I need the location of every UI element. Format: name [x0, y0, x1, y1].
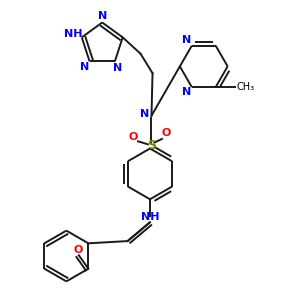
Text: O: O — [74, 245, 83, 255]
Text: N: N — [140, 110, 149, 119]
Text: N: N — [182, 35, 191, 45]
Text: N: N — [98, 11, 107, 21]
Text: CH₃: CH₃ — [237, 82, 255, 92]
Text: N: N — [113, 63, 122, 73]
Text: O: O — [162, 128, 171, 138]
Text: NH: NH — [141, 212, 159, 222]
Text: N: N — [182, 88, 191, 98]
Text: N: N — [80, 62, 90, 72]
Text: S: S — [147, 139, 156, 152]
Text: O: O — [129, 132, 138, 142]
Text: NH: NH — [64, 29, 82, 39]
